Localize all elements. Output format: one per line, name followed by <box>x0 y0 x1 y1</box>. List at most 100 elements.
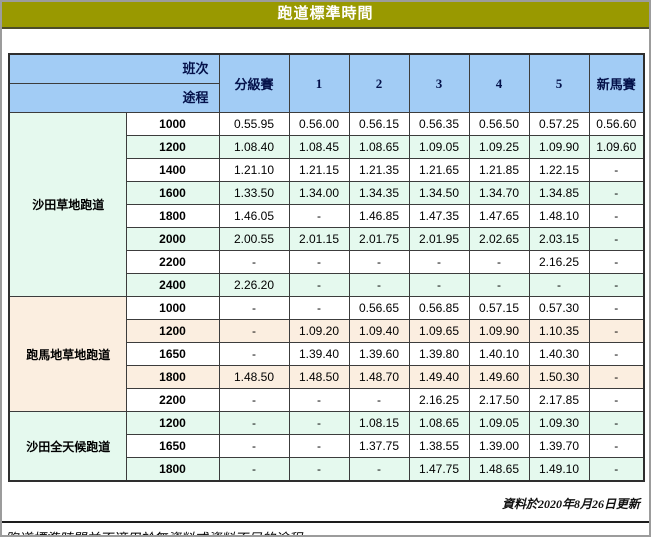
time-cell: 1.21.85 <box>468 158 530 182</box>
time-cell: 1.39.80 <box>408 342 470 366</box>
time-cell: - <box>588 204 645 228</box>
time-cell: 0.56.65 <box>348 296 410 320</box>
time-cell: 1.34.35 <box>348 181 410 205</box>
track-group-label: 沙田草地跑道 <box>8 112 127 297</box>
time-cell: 1.09.25 <box>468 135 530 159</box>
time-cell: - <box>588 457 645 482</box>
time-cell: 1.48.65 <box>468 457 530 482</box>
table-row: 2200 - - - - - 2.16.25 - <box>9 250 645 274</box>
time-cell: 1.10.35 <box>528 319 590 343</box>
time-cell: 2.01.15 <box>288 227 350 251</box>
time-cell: 2.16.25 <box>408 388 470 412</box>
time-cell: 0.56.85 <box>408 296 470 320</box>
distance-cell: 1000 <box>125 296 220 320</box>
time-cell: - <box>588 434 645 458</box>
distance-cell: 1000 <box>125 112 220 136</box>
time-cell: 1.46.05 <box>218 204 290 228</box>
title-gap <box>2 29 649 53</box>
time-cell: 1.49.40 <box>408 365 470 389</box>
time-cell: 1.50.30 <box>528 365 590 389</box>
time-cell: - <box>408 250 470 274</box>
time-cell: 2.16.25 <box>528 250 590 274</box>
time-cell: - <box>218 342 290 366</box>
time-cell: - <box>348 457 410 482</box>
time-cell: 1.09.40 <box>348 319 410 343</box>
time-cell: 1.37.75 <box>348 434 410 458</box>
time-cell: 1.09.30 <box>528 411 590 435</box>
column-header-class4: 4 <box>468 53 530 113</box>
column-header-graded: 分級賽 <box>218 53 290 113</box>
time-cell: 2.01.95 <box>408 227 470 251</box>
update-date: 資料於2020年8月26日更新 <box>501 497 640 511</box>
time-cell: 1.08.15 <box>348 411 410 435</box>
time-cell: - <box>588 342 645 366</box>
distance-cell: 2400 <box>125 273 220 297</box>
time-cell: 1.08.40 <box>218 135 290 159</box>
distance-cell: 1400 <box>125 158 220 182</box>
time-cell: 1.08.65 <box>348 135 410 159</box>
time-cell: 2.26.20 <box>218 273 290 297</box>
time-cell: - <box>288 411 350 435</box>
time-cell: - <box>288 273 350 297</box>
time-cell: 1.39.60 <box>348 342 410 366</box>
time-cell: 0.56.35 <box>408 112 470 136</box>
time-cell: - <box>218 434 290 458</box>
distance-cell: 1200 <box>125 319 220 343</box>
time-cell: 1.21.10 <box>218 158 290 182</box>
time-cell: - <box>468 273 530 297</box>
distance-cell: 1200 <box>125 411 220 435</box>
time-cell: - <box>408 273 470 297</box>
time-cell: 1.09.05 <box>408 135 470 159</box>
time-cell: - <box>348 388 410 412</box>
table-row: 跑馬地草地跑道 1000 - - 0.56.65 0.56.85 0.57.15… <box>8 296 645 412</box>
time-cell: 1.40.30 <box>528 342 590 366</box>
time-cell: 1.21.15 <box>288 158 350 182</box>
column-header-class5: 5 <box>528 53 590 113</box>
time-cell: - <box>218 250 290 274</box>
time-cell: 1.40.10 <box>468 342 530 366</box>
distance-cell: 1200 <box>125 135 220 159</box>
time-cell: 1.47.65 <box>468 204 530 228</box>
table-row: 1400 1.21.10 1.21.15 1.21.35 1.21.65 1.2… <box>9 158 645 182</box>
time-cell: 0.55.95 <box>218 112 290 136</box>
table-row: 2400 2.26.20 - - - - - - <box>9 273 645 297</box>
time-cell: - <box>588 411 645 435</box>
time-cell: 1.34.00 <box>288 181 350 205</box>
time-cell: 1.09.90 <box>528 135 590 159</box>
table-row: 沙田草地跑道 1000 0.55.95 0.56.00 0.56.15 0.56… <box>8 112 645 297</box>
time-cell: - <box>588 388 645 412</box>
time-cell: 0.56.60 <box>588 112 645 136</box>
time-cell: - <box>288 204 350 228</box>
distance-cell: 2200 <box>125 388 220 412</box>
time-cell: 1.09.05 <box>468 411 530 435</box>
time-cell: - <box>588 227 645 251</box>
time-cell: 1.39.40 <box>288 342 350 366</box>
distance-cell: 1800 <box>125 365 220 389</box>
distance-cell: 2200 <box>125 250 220 274</box>
time-cell: - <box>528 273 590 297</box>
time-cell: - <box>288 250 350 274</box>
column-header-class2: 2 <box>348 53 410 113</box>
time-cell: - <box>348 273 410 297</box>
time-cell: 1.47.75 <box>408 457 470 482</box>
table-row: 1200 1.08.40 1.08.45 1.08.65 1.09.05 1.0… <box>9 135 645 159</box>
time-cell: 2.17.50 <box>468 388 530 412</box>
time-cell: 1.21.35 <box>348 158 410 182</box>
time-cell: - <box>218 411 290 435</box>
time-cell: - <box>588 319 645 343</box>
time-cell: 2.17.85 <box>528 388 590 412</box>
time-cell: 2.03.15 <box>528 227 590 251</box>
time-cell: 1.09.90 <box>468 319 530 343</box>
time-cell: 1.39.70 <box>528 434 590 458</box>
time-cell: 0.56.15 <box>348 112 410 136</box>
distance-cell: 1650 <box>125 342 220 366</box>
time-cell: 1.09.65 <box>408 319 470 343</box>
distance-cell: 1650 <box>125 434 220 458</box>
page-title: 跑道標準時間 <box>2 2 649 29</box>
table-row: 1600 1.33.50 1.34.00 1.34.35 1.34.50 1.3… <box>9 181 645 205</box>
time-cell: - <box>288 457 350 482</box>
distance-cell: 1800 <box>125 204 220 228</box>
corner-header-cell: 班次 途程 <box>8 53 220 113</box>
time-cell: - <box>468 250 530 274</box>
